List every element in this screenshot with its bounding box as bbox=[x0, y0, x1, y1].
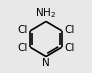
Text: Cl: Cl bbox=[17, 25, 27, 35]
Text: N: N bbox=[42, 58, 50, 68]
Text: Cl: Cl bbox=[65, 25, 75, 35]
Text: Cl: Cl bbox=[17, 43, 27, 53]
Text: Cl: Cl bbox=[65, 43, 75, 53]
Text: NH$_2$: NH$_2$ bbox=[35, 6, 57, 20]
